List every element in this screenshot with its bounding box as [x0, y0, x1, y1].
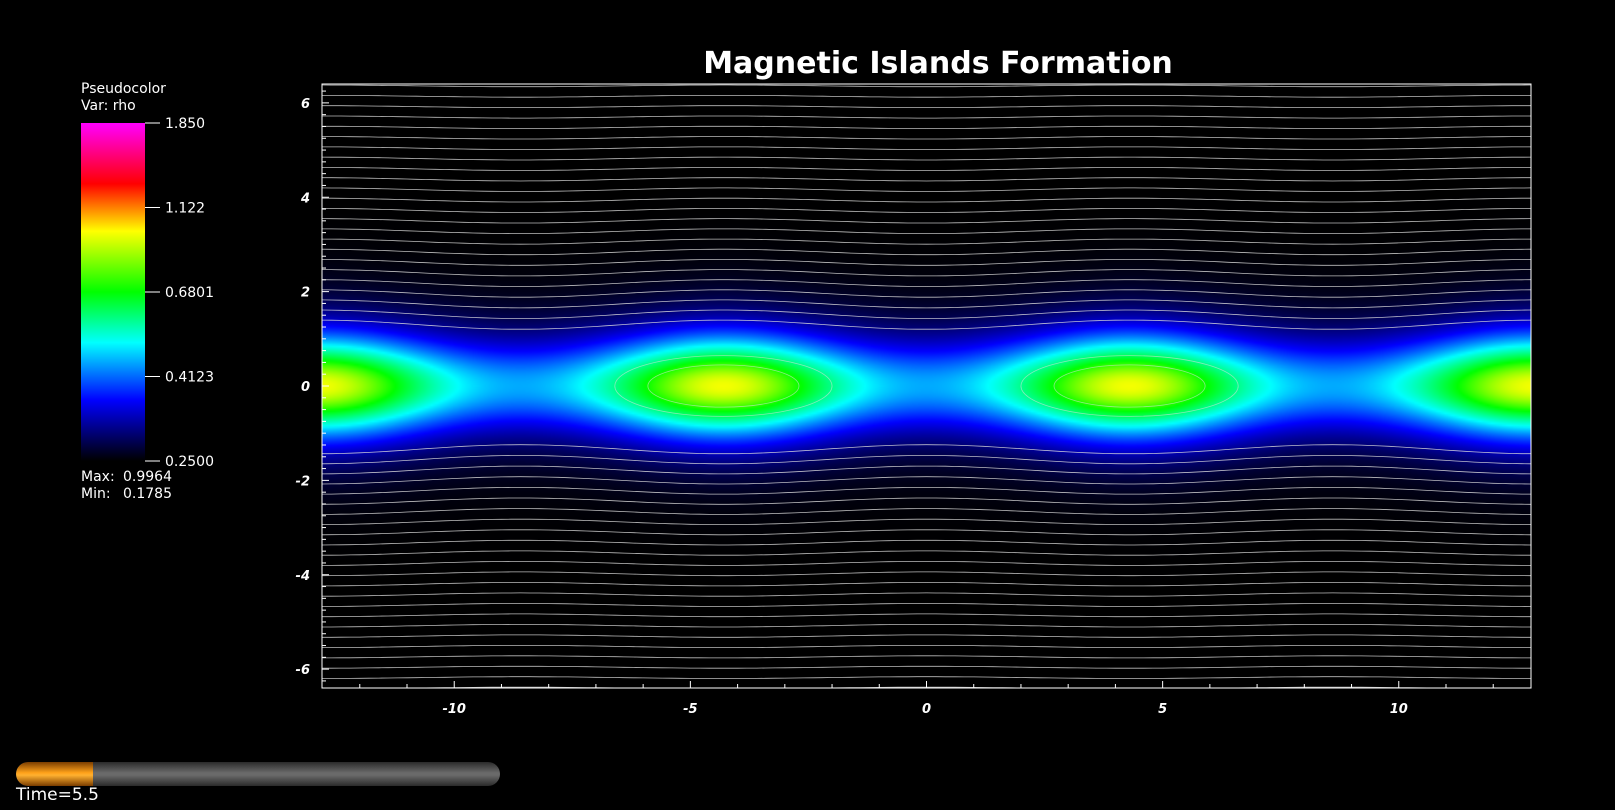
x-axis: -10 -5 0 5 10	[359, 681, 1494, 717]
field-line	[322, 444, 1531, 455]
field-line	[322, 655, 1531, 659]
x-tick-label: 10	[1390, 702, 1408, 717]
y-tick-label: -2	[296, 474, 310, 489]
field-line	[322, 508, 1531, 515]
field-line	[322, 561, 1531, 566]
colorbar-tick-label: 0.2500	[165, 454, 214, 470]
island-contour	[647, 364, 800, 408]
x-tick-label: 5	[1158, 702, 1167, 717]
legend-max: Max: 0.9964	[81, 469, 172, 486]
y-tick-label: 4	[300, 191, 310, 206]
field-line	[322, 476, 1531, 485]
colorbar-tick-label: 0.6801	[165, 285, 214, 301]
field-line	[322, 299, 1531, 309]
field-lines	[322, 84, 1531, 688]
legend-max-label: Max:	[81, 469, 115, 485]
field-line	[322, 289, 1531, 298]
island-contour	[614, 355, 833, 417]
legend-minmax: Max: 0.9964 Min: 0.1785	[81, 469, 172, 503]
colorbar-tick-label: 1.850	[165, 116, 205, 132]
x-tick-label: -5	[683, 702, 697, 717]
colorbar	[81, 123, 145, 461]
field-line	[322, 248, 1531, 256]
field-line	[322, 259, 1531, 266]
island-contour	[1053, 364, 1206, 408]
field-line	[322, 167, 1531, 171]
y-tick-label: 2	[301, 286, 310, 301]
field-line	[322, 269, 1531, 277]
legend-min-value: 0.1785	[123, 486, 172, 502]
field-line	[322, 645, 1531, 648]
field-line	[322, 177, 1531, 182]
y-tick-label: 0	[301, 380, 310, 395]
y-axis: 6 4 2 0 -2 -4 -6	[296, 90, 329, 682]
field-line	[322, 676, 1531, 679]
field-line	[322, 309, 1531, 319]
field-line	[322, 218, 1531, 224]
field-line	[322, 539, 1531, 546]
field-line	[322, 624, 1531, 628]
legend-min-label: Min:	[81, 486, 111, 502]
field-line	[322, 592, 1531, 597]
field-line	[322, 571, 1531, 577]
field-line	[322, 228, 1531, 234]
island-contour	[1020, 355, 1239, 417]
field-line	[322, 156, 1531, 161]
field-line	[322, 518, 1531, 525]
legend-header: Pseudocolor Var: rho	[81, 81, 166, 115]
time-slider-fill	[16, 762, 94, 786]
field-line	[322, 319, 1531, 330]
colorbar-tick-label: 0.4123	[165, 370, 214, 386]
heatmap-image	[322, 84, 1531, 688]
y-tick-label: -6	[296, 663, 310, 678]
field-line	[322, 665, 1531, 669]
y-tick-label: -4	[296, 569, 310, 584]
x-tick-label: -10	[442, 702, 466, 717]
field-line	[322, 146, 1531, 150]
time-label: Time=5.5	[16, 785, 99, 805]
x-tick-label: 0	[922, 702, 931, 717]
field-line	[322, 529, 1531, 536]
field-line	[322, 136, 1531, 140]
field-line	[322, 84, 1531, 88]
field-line	[322, 125, 1531, 130]
colorbar-ticks: 1.850 1.122 0.6801 0.4123 0.2500	[145, 116, 214, 470]
field-line	[322, 487, 1531, 495]
field-line	[322, 187, 1531, 192]
legend-plot-type: Pseudocolor	[81, 81, 166, 97]
time-slider[interactable]	[16, 762, 500, 786]
field-line	[322, 115, 1531, 119]
field-line	[322, 634, 1531, 638]
field-line	[322, 465, 1531, 475]
y-tick-label: 6	[301, 97, 310, 112]
field-line	[322, 197, 1531, 203]
field-line	[322, 581, 1531, 587]
field-line	[322, 613, 1531, 618]
chart-title: Magnetic Islands Formation	[703, 46, 1173, 81]
colorbar-tick-label: 1.122	[165, 201, 205, 217]
field-line	[322, 497, 1531, 505]
field-line	[322, 95, 1531, 98]
legend-var: Var: rho	[81, 98, 136, 114]
legend-min: Min: 0.1785	[81, 486, 172, 503]
field-line	[322, 455, 1531, 465]
field-line	[322, 208, 1531, 213]
field-line	[322, 602, 1531, 607]
field-line	[322, 550, 1531, 556]
field-line	[322, 238, 1531, 245]
field-line	[322, 279, 1531, 288]
field-line	[322, 105, 1531, 108]
legend-max-value: 0.9964	[123, 469, 172, 485]
